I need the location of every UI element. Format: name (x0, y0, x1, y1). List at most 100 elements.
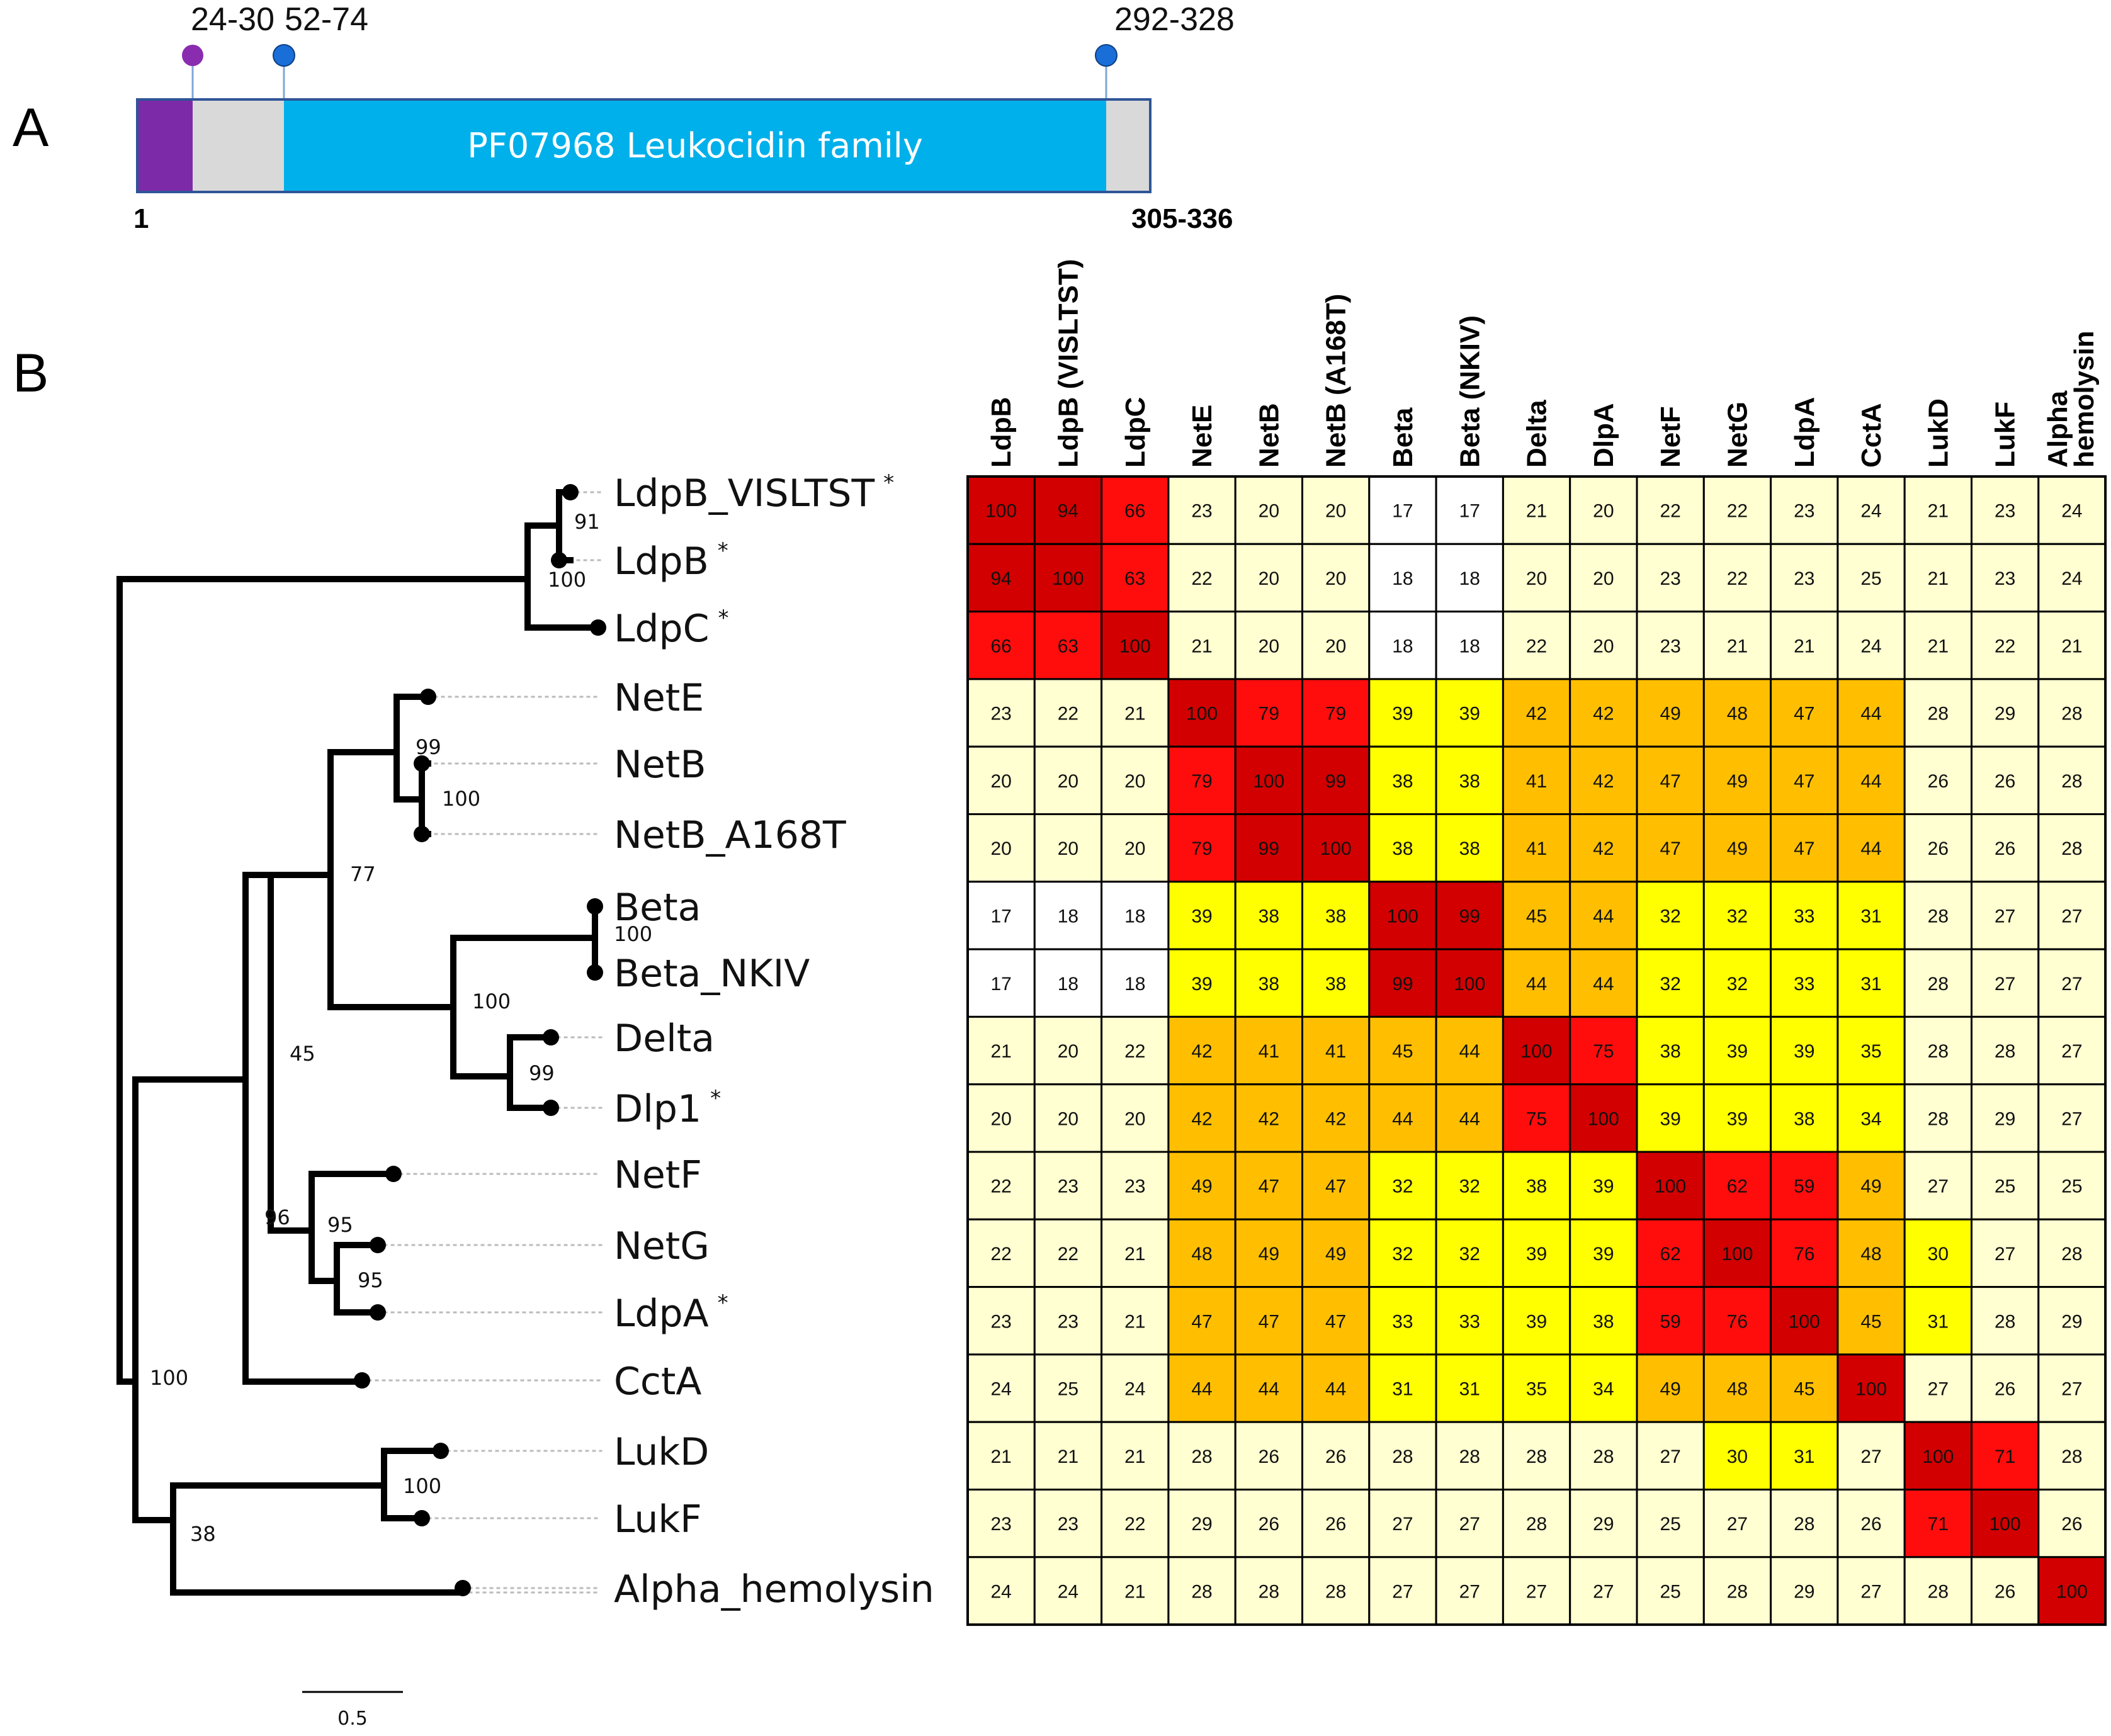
heatmap-value: 21 (1124, 1244, 1145, 1265)
heatmap-value: 31 (1860, 906, 1881, 927)
heatmap-cell (1234, 1489, 1303, 1558)
heatmap-cell (1435, 813, 1504, 883)
heatmap-cell (1301, 745, 1371, 815)
heatmap-value: 25 (1660, 1514, 1680, 1535)
heatmap-value: 27 (1860, 1446, 1881, 1467)
heatmap-value: 44 (1526, 974, 1547, 995)
heatmap-cell (2037, 611, 2107, 680)
heatmap-cell (1971, 1556, 2040, 1626)
heatmap-value: 62 (1660, 1244, 1680, 1265)
identity-heatmap: 100 94 66 23 20 20 17 17 21 20 22 22 23 24 21 23 24 94 100… (966, 475, 2107, 1626)
heatmap-cell (1837, 813, 1906, 883)
end-position-label: 305-336 (1131, 203, 1233, 234)
bootstrap-label: 95 (358, 1268, 383, 1292)
heatmap-value: 28 (1727, 1581, 1748, 1602)
heatmap-value: 39 (1392, 704, 1413, 724)
heatmap-value: 28 (2061, 771, 2082, 792)
heatmap-value: 94 (990, 568, 1011, 589)
taxon-name: Beta_NKIV (614, 952, 810, 996)
taxon-name: LdpA (614, 1292, 709, 1336)
heatmap-value: 28 (1392, 1446, 1413, 1467)
heatmap-cell (1569, 948, 1638, 1018)
heatmap-value: 28 (2061, 1244, 2082, 1265)
heatmap-cell (966, 948, 1036, 1018)
bootstrap-label: 100 (472, 989, 511, 1013)
heatmap-value: 31 (1794, 1446, 1814, 1467)
taxon-name: Alpha_hemolysin (614, 1567, 934, 1611)
heatmap-cell (1837, 948, 1906, 1018)
heatmap-value: 44 (1459, 1041, 1480, 1062)
taxon-name: LdpB (614, 539, 709, 583)
heatmap-value: 100 (1320, 838, 1352, 859)
heatmap-cell (1101, 1353, 1170, 1423)
column-header: NetB (A168T) (1321, 294, 1352, 468)
heatmap-value: 47 (1794, 704, 1814, 724)
heatmap-value: 28 (1459, 1446, 1480, 1467)
heatmap-cell (1234, 678, 1303, 748)
heatmap-cell (1569, 1015, 1638, 1086)
heatmap-value: 22 (1727, 501, 1748, 522)
heatmap-cell (1502, 1421, 1571, 1491)
heatmap-value: 32 (1459, 1176, 1480, 1197)
heatmap-value: 35 (1526, 1379, 1547, 1400)
heatmap-value: 28 (1928, 974, 1949, 995)
heatmap-value: 48 (1727, 704, 1748, 724)
heatmap-value: 24 (1058, 1581, 1078, 1602)
bootstrap-label: 100 (403, 1474, 441, 1498)
heatmap-cell (1301, 1556, 1371, 1626)
heatmap-value: 49 (1660, 704, 1680, 724)
taxon-name: LdpB_VISLTST (614, 471, 874, 516)
heatmap-value: 20 (1325, 636, 1346, 657)
heatmap-value: 99 (1392, 974, 1413, 995)
heatmap-value: 24 (990, 1581, 1011, 1602)
heatmap-value: 28 (2061, 1446, 2082, 1467)
heatmap-value: 44 (1392, 1108, 1413, 1129)
heatmap-value: 49 (1727, 838, 1748, 859)
heatmap-cell (1234, 1083, 1303, 1153)
heatmap-value: 44 (1860, 704, 1881, 724)
column-header: Beta (1388, 407, 1418, 468)
heatmap-cell (1837, 475, 1906, 545)
taxon-label: LukF (614, 1497, 702, 1542)
taxon-name: Dlp1 (614, 1087, 701, 1131)
heatmap-value: 49 (1860, 1176, 1881, 1197)
taxon-name: LdpC (614, 607, 710, 651)
heatmap-value: 23 (1191, 501, 1212, 522)
heatmap-cell (1368, 813, 1437, 883)
heatmap-cell (1971, 1353, 2040, 1423)
heatmap-value: 31 (1392, 1379, 1413, 1400)
heatmap-cell (1435, 1083, 1504, 1153)
bootstrap-values: 91 100 99 100 77 100 100 99 45 96 95 95 … (150, 510, 652, 1546)
taxon-label: LukD (614, 1430, 709, 1474)
heatmap-cell (966, 1083, 1036, 1153)
bootstrap-label: 100 (614, 922, 652, 946)
heatmap-value: 42 (1191, 1108, 1212, 1129)
heatmap-value: 23 (1794, 568, 1814, 589)
heatmap-value: 44 (1459, 1108, 1480, 1129)
heatmap-value: 42 (1526, 704, 1547, 724)
heatmap-value: 63 (1058, 636, 1078, 657)
heatmap-value: 20 (1259, 568, 1279, 589)
heatmap-cell (1636, 1015, 1705, 1086)
heatmap-cell (1301, 948, 1371, 1018)
heatmap-value: 100 (1186, 704, 1218, 724)
heatmap-border (966, 475, 2107, 1626)
heatmap-cell (1971, 611, 2040, 680)
heatmap-cell (1837, 678, 1906, 748)
heatmap-value: 44 (1325, 1379, 1346, 1400)
heatmap-value: 23 (990, 704, 1011, 724)
taxon-label: NetB_A168T (614, 813, 846, 857)
heatmap-value: 27 (1392, 1581, 1413, 1602)
heatmap-value: 26 (1928, 771, 1949, 792)
bootstrap-label: 96 (264, 1205, 290, 1229)
heatmap-cell (1702, 678, 1772, 748)
heatmap-value: 23 (1660, 636, 1680, 657)
heatmap-value: 23 (1995, 568, 2015, 589)
heatmap-value: 24 (2061, 501, 2082, 522)
heatmap-value: 41 (1325, 1041, 1346, 1062)
heatmap-value: 22 (1191, 568, 1212, 589)
heatmap-value: 44 (1860, 771, 1881, 792)
heatmap-value: 33 (1794, 974, 1814, 995)
heatmap-cell (1234, 543, 1303, 613)
taxon-name: NetF (614, 1153, 702, 1197)
